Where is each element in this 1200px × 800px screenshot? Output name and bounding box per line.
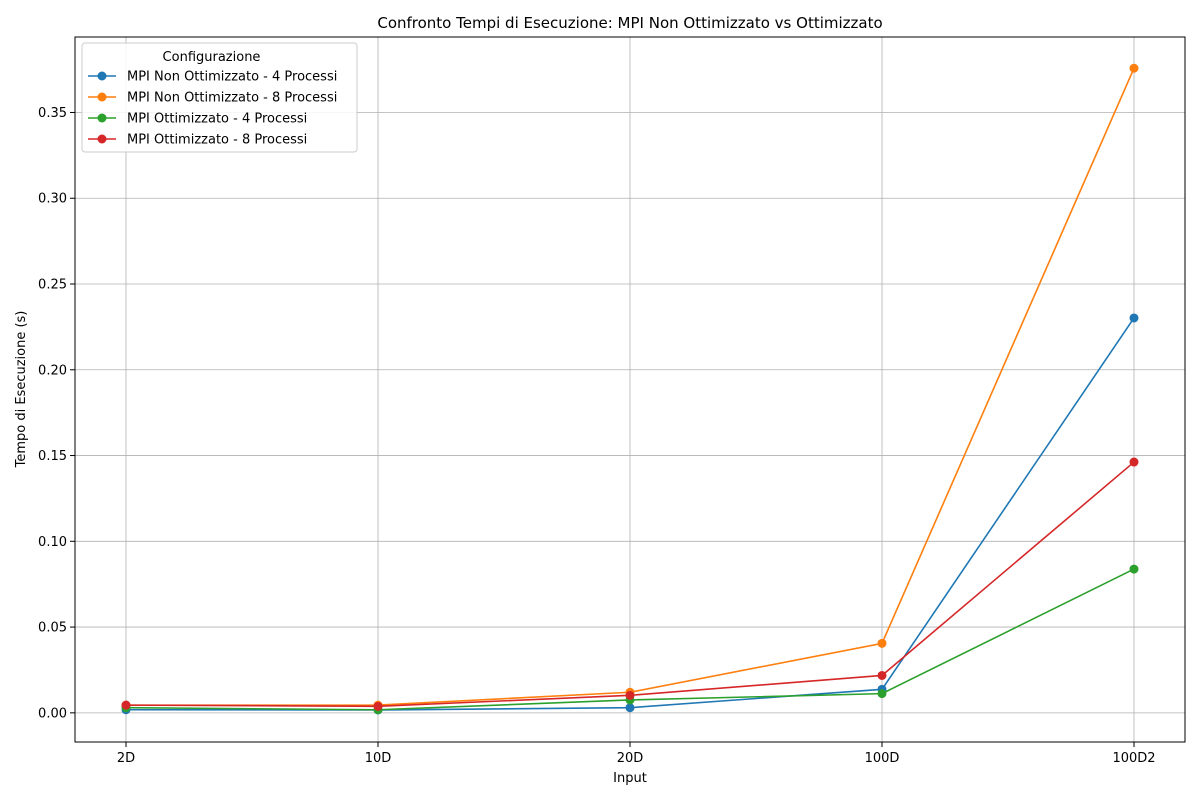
y-tick-label: 0.15	[38, 449, 67, 464]
chart-title: Confronto Tempi di Esecuzione: MPI Non O…	[377, 14, 882, 32]
legend: Configurazione MPI Non Ottimizzato - 4 Pr…	[81, 42, 358, 153]
data-point	[1129, 313, 1139, 323]
data-point	[1129, 63, 1139, 73]
legend-marker	[97, 71, 107, 81]
legend-entry: MPI Ottimizzato - 8 Processi	[127, 133, 307, 148]
data-point	[877, 689, 887, 699]
legend-title: Configurazione	[163, 50, 261, 65]
data-point	[121, 700, 131, 710]
data-point	[1129, 564, 1139, 574]
legend-marker	[97, 113, 107, 123]
y-tick-label: 0.30	[38, 192, 67, 207]
legend-entry: MPI Ottimizzato - 4 Processi	[127, 112, 307, 127]
data-point	[877, 670, 887, 680]
y-tick-label: 0.35	[38, 106, 67, 121]
x-tick-label: 10D	[365, 751, 392, 766]
x-tick-label: 100D	[865, 751, 900, 766]
y-axis-label: Tempo di Esecuzione (s)	[14, 311, 29, 469]
legend-entry: MPI Non Ottimizzato - 4 Processi	[127, 70, 337, 85]
x-tick-label: 2D	[117, 751, 135, 766]
legend-marker	[97, 134, 107, 144]
y-tick-label: 0.20	[38, 363, 67, 378]
data-point	[625, 703, 635, 713]
x-tick-label: 20D	[617, 751, 644, 766]
data-point	[877, 638, 887, 648]
y-tick-label: 0.10	[38, 535, 67, 550]
series-4	[121, 457, 1139, 711]
x-axis-label: Input	[613, 771, 647, 786]
y-tick-label: 0.25	[38, 278, 67, 293]
data-point	[1129, 457, 1139, 467]
legend-box	[81, 42, 358, 153]
series-layer	[121, 63, 1139, 715]
y-tick-label: 0.05	[38, 621, 67, 636]
x-tick-label: 100D2	[1112, 751, 1155, 766]
legend-marker	[97, 92, 107, 102]
legend-entry: MPI Non Ottimizzato - 8 Processi	[127, 91, 337, 106]
grid-lines	[75, 37, 1185, 742]
axes: 2D 10D 20D 100D 100D2 0.00 0.05 0.10 0.15 0.20 0.2…	[38, 106, 1156, 766]
y-tick-label: 0.00	[38, 706, 67, 721]
data-point	[625, 690, 635, 700]
data-point	[373, 701, 383, 711]
